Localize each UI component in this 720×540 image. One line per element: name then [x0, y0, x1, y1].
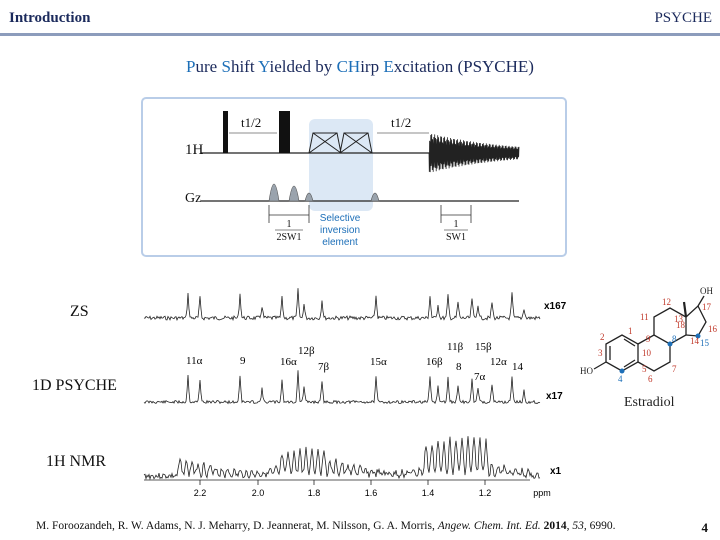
- row-label-psyche: 1D PSYCHE: [32, 377, 117, 394]
- title-part: E: [383, 57, 394, 76]
- atom-label: 11: [640, 312, 649, 322]
- zs-scale-label: x167: [544, 301, 567, 312]
- peak-label: 11β: [447, 341, 464, 353]
- peak-label: 7α: [474, 371, 486, 383]
- ppm-tick-label: 2.2: [194, 488, 207, 498]
- peak-label: 14: [512, 361, 524, 373]
- molecule-name: Estradiol: [624, 395, 675, 410]
- atom-label: 17: [702, 302, 712, 312]
- acquisition-fid: [428, 133, 520, 173]
- title-part: hift: [230, 57, 259, 76]
- ppm-unit: ppm: [533, 488, 551, 498]
- page-number: 4: [701, 520, 709, 535]
- atom-label: 5: [642, 364, 647, 374]
- selective-line: element: [322, 237, 358, 248]
- pulse-sequence-diagram: 1H Gz t1/2 t1/2 1 2SW1 1 SW1: [185, 111, 520, 243]
- peak-label: 12β: [298, 345, 315, 357]
- g-channel-label: Gz: [185, 191, 201, 206]
- atom-label: 9: [646, 334, 651, 344]
- citation: M. Foroozandeh, R. W. Adams, N. J. Mehar…: [36, 520, 616, 532]
- title-part: CH: [336, 57, 361, 76]
- title-part: Y: [258, 57, 270, 76]
- peak-label: 15α: [370, 356, 387, 368]
- selective-line: Selective: [319, 213, 361, 224]
- peak-label: 12α: [490, 356, 507, 368]
- atom-label: 4: [618, 374, 623, 384]
- psyche-scale-label: x17: [546, 391, 563, 402]
- atom-label: 6: [648, 374, 653, 384]
- chirp-pulses: [308, 132, 373, 154]
- nmr-spectra: x167 x17 x1 11α 9 16α 12β 7β 15α 16β 11β…: [143, 288, 567, 498]
- atom-label: OH: [700, 286, 713, 296]
- estradiol-structure: OH 12 13 17 16 11 18 15 14 8 9 1 2 3 4 5…: [580, 286, 718, 384]
- title-part: ielded by: [269, 57, 337, 76]
- selective-element-label: Selective inversion element: [302, 213, 378, 249]
- title-part: ure: [195, 57, 222, 76]
- ppm-tick-label: 1.6: [365, 488, 378, 498]
- ppm-tick-label: 1.2: [479, 488, 492, 498]
- nmr-scale-label: x1: [550, 466, 562, 477]
- atom-label: 12: [662, 297, 671, 307]
- atom-label: 13: [674, 314, 684, 324]
- peak-labels: 11α 9 16α 12β 7β 15α 16β 11β 8 15β 7α 12…: [186, 341, 524, 383]
- title-part: irp: [360, 57, 384, 76]
- frac-right-den: SW1: [446, 232, 466, 243]
- zs-spectrum: [143, 288, 541, 322]
- peak-label: 7β: [318, 361, 330, 373]
- psyche-spectrum: [143, 370, 541, 405]
- frac-right-num: 1: [454, 219, 459, 230]
- frac-left-den: 2SW1: [277, 232, 302, 243]
- proton-nmr-spectrum: [143, 436, 541, 481]
- atom-label: 1: [628, 326, 633, 336]
- gradient-pulses: [268, 183, 380, 202]
- slide-title: Pure Shift Yielded by CHirp Excitation (…: [0, 57, 720, 77]
- atom-label: HO: [580, 366, 593, 376]
- peak-label: 11α: [186, 355, 203, 367]
- atom-label: 3: [598, 348, 603, 358]
- atom-label: 2: [600, 332, 605, 342]
- period-brackets: [268, 205, 472, 223]
- hard-pulse-90: [223, 111, 228, 153]
- citation-journal: Angew. Chem. Int. Ed.: [437, 520, 541, 532]
- title-part: S: [221, 57, 231, 76]
- ppm-tick-label: 1.4: [422, 488, 435, 498]
- atom-label: 15: [700, 338, 710, 348]
- atom-label: 18: [676, 320, 686, 330]
- citation-pages: , 6990.: [583, 520, 616, 532]
- title-part: P: [186, 57, 196, 76]
- peak-label: 9: [240, 355, 246, 367]
- ppm-tick-label: 2.0: [252, 488, 265, 498]
- ppm-tick-label: 1.8: [308, 488, 321, 498]
- selective-line: inversion: [319, 225, 361, 236]
- section-title: Introduction: [9, 10, 91, 26]
- atom-label: 14: [690, 336, 700, 346]
- citation-volume: 53: [572, 520, 584, 532]
- axis-ticks: [199, 480, 486, 485]
- header-divider: [0, 33, 720, 36]
- peak-label: 8: [456, 361, 462, 373]
- atom-label: 16: [708, 324, 718, 334]
- peak-label: 16β: [426, 356, 443, 368]
- peak-label: 15β: [475, 341, 492, 353]
- t1-right-label: t1/2: [391, 115, 411, 130]
- atom-label: 10: [642, 348, 652, 358]
- hard-pulse-180: [279, 111, 290, 153]
- row-label-nmr: 1H NMR: [46, 453, 107, 470]
- atom-label: 7: [672, 364, 677, 374]
- row-label-zs: ZS: [70, 303, 89, 320]
- peak-label: 16α: [280, 356, 297, 368]
- h-channel-label: 1H: [185, 142, 204, 158]
- title-part: xcitation (PSYCHE): [393, 57, 534, 76]
- atom-label: 8: [672, 334, 677, 344]
- t1-left-label: t1/2: [241, 115, 261, 130]
- frac-left-num: 1: [287, 219, 292, 230]
- citation-year: 2014: [543, 520, 567, 532]
- topic-title: PSYCHE: [654, 10, 712, 26]
- citation-authors: M. Foroozandeh, R. W. Adams, N. J. Mehar…: [36, 520, 438, 532]
